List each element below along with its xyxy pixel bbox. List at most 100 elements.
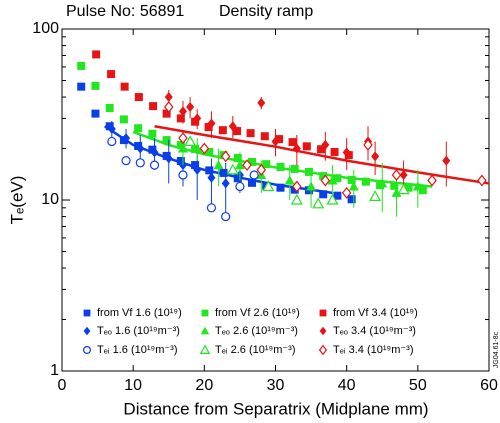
legend-label: from Vf 3.4 (10¹⁹) — [333, 307, 418, 319]
data-point — [292, 180, 302, 193]
data-point — [134, 141, 143, 150]
data-point — [248, 157, 257, 166]
data-point — [134, 93, 143, 102]
data-point — [206, 203, 217, 213]
legend-marker — [83, 326, 91, 336]
data-point — [162, 109, 171, 118]
data-point — [207, 172, 216, 183]
data-point — [390, 181, 399, 190]
data-point — [220, 150, 231, 163]
data-point — [363, 138, 373, 151]
data-point — [361, 177, 370, 186]
x-tick-label: 20 — [195, 377, 213, 394]
data-point — [163, 101, 174, 113]
legend-marker — [201, 309, 209, 317]
data-point — [213, 160, 224, 170]
data-point — [348, 181, 359, 191]
y-tick-label: 10 — [41, 191, 59, 208]
data-point — [234, 160, 245, 170]
y-axis-label: Tₑ(eV) — [7, 176, 26, 225]
data-point — [207, 118, 216, 129]
data-point — [377, 178, 388, 188]
data-point — [347, 175, 356, 184]
data-point — [176, 157, 185, 166]
data-point — [219, 168, 228, 177]
data-point — [107, 70, 116, 79]
data-point — [148, 145, 157, 154]
legend-label: Tₑᵢ 3.4 (10¹⁹m⁻³) — [333, 344, 414, 356]
data-point — [235, 181, 245, 192]
plot-frame — [61, 28, 490, 372]
data-point — [119, 115, 128, 124]
x-tick-label: 30 — [267, 377, 285, 394]
legend-label: Tₑₒ 1.6 (10¹⁹m⁻³) — [97, 325, 180, 337]
data-point — [319, 190, 328, 199]
data-point — [342, 147, 351, 158]
data-point — [218, 126, 227, 135]
data-point — [288, 138, 297, 147]
data-point — [233, 127, 242, 136]
data-point — [191, 161, 200, 170]
data-point — [330, 147, 339, 156]
legend-label: Tₑᵢ 1.6 (10¹⁹m⁻³) — [97, 344, 178, 356]
legend-marker — [83, 309, 91, 317]
data-point — [477, 174, 487, 187]
data-point — [136, 143, 145, 154]
x-tick-label: 40 — [338, 377, 356, 394]
fit-line — [104, 125, 333, 195]
legend-label: Tₑₒ 3.4 (10¹⁹m⁻³) — [333, 325, 416, 337]
data-point — [149, 102, 158, 111]
legend-label: Tₑᵢ 2.6 (10¹⁹m⁻³) — [215, 344, 296, 356]
side-label: JG04.61-8c — [493, 331, 500, 368]
data-point — [369, 190, 382, 201]
data-point — [321, 139, 330, 150]
data-point — [221, 178, 230, 189]
data-point — [333, 191, 342, 200]
y-tick-label: 1 — [50, 362, 59, 379]
data-point — [199, 142, 210, 155]
data-point — [135, 158, 145, 168]
data-point — [391, 169, 402, 181]
data-point — [107, 136, 117, 147]
data-point — [162, 151, 171, 160]
data-point — [204, 123, 213, 132]
data-point — [164, 92, 173, 103]
data-point — [304, 167, 313, 176]
data-point — [176, 114, 185, 123]
data-point — [193, 113, 202, 124]
data-point — [221, 211, 231, 222]
data-point — [191, 117, 200, 126]
data-point — [77, 82, 86, 91]
data-point — [347, 195, 356, 204]
data-point — [404, 183, 413, 192]
legend-label: Tₑₒ 2.6 (10¹⁹m⁻³) — [215, 325, 298, 337]
data-point — [276, 183, 285, 192]
data-point — [122, 133, 131, 144]
data-point — [290, 193, 303, 205]
data-point — [162, 136, 171, 145]
data-point — [178, 132, 188, 145]
y-tick-label: 100 — [32, 20, 59, 37]
data-point — [150, 147, 159, 158]
data-point — [320, 174, 331, 187]
data-point — [91, 81, 100, 90]
data-point — [193, 164, 202, 175]
data-point — [427, 174, 437, 187]
data-point — [262, 180, 275, 192]
legend-marker — [318, 344, 328, 356]
x-tick-label: 0 — [58, 377, 67, 394]
legend-marker — [319, 309, 327, 317]
data-point — [205, 147, 214, 156]
x-axis-label: Distance from Separatrix (Midplane mm) — [123, 399, 428, 418]
data-point — [292, 143, 301, 154]
data-point — [344, 151, 353, 160]
data-point — [302, 142, 311, 151]
data-point — [242, 159, 252, 172]
data-point — [107, 124, 116, 135]
data-point — [275, 135, 284, 144]
x-tick-label: 60 — [480, 377, 498, 394]
data-point — [319, 172, 328, 181]
data-point — [233, 154, 242, 163]
data-point — [412, 181, 423, 191]
